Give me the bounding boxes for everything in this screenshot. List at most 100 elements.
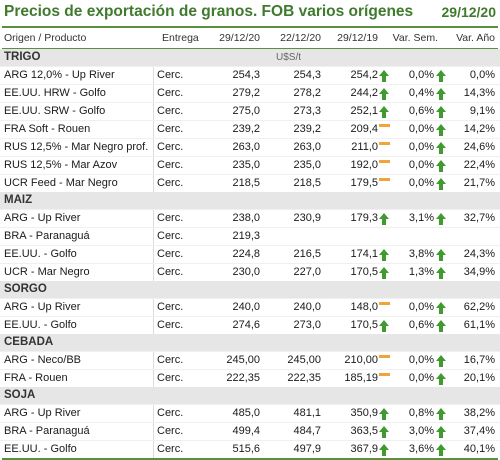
price-prev-year: 179,3 <box>350 212 378 224</box>
section-name: MAIZ <box>4 194 33 206</box>
origin-product: ARG - Up River <box>4 212 81 224</box>
price-prev-week: 484,7 <box>293 425 321 437</box>
price-current: 485,0 <box>232 407 260 419</box>
price-prev-week: 227,0 <box>293 266 321 278</box>
table-row: UCR - Mar Negro Cerc. 230,0 227,0 170,5 1,3% 3… <box>0 263 500 281</box>
price-current: 219,3 <box>232 230 260 242</box>
delivery: Cerc. <box>157 319 184 331</box>
section-header: TRIGO U$S/t <box>0 49 500 66</box>
price-current: 240,0 <box>232 301 260 313</box>
var-week: 3,1% <box>408 212 434 224</box>
unit-label: U$S/t <box>276 52 302 63</box>
var-week: 0,0% <box>408 372 434 384</box>
delivery: Cerc. <box>157 354 184 366</box>
section-header: SORGO <box>0 281 500 298</box>
report-date: 29/12/20 <box>441 4 497 20</box>
table-row: ARG - Up River Cerc. 238,0 230,9 179,3 3,1% 32… <box>0 209 500 227</box>
section-header: SOJA <box>0 387 500 404</box>
section-name: SORGO <box>4 283 47 295</box>
var-week: 0,8% <box>408 407 434 419</box>
price-current: 263,0 <box>232 141 260 153</box>
origin-product: FRA Soft - Rouen <box>4 123 91 135</box>
var-year: 14,2% <box>463 123 495 135</box>
price-current: 245,00 <box>226 354 260 366</box>
price-current: 230,0 <box>232 266 260 278</box>
price-current: 238,0 <box>232 212 260 224</box>
var-week: 0,6% <box>408 319 434 331</box>
var-year: 16,7% <box>463 354 495 366</box>
delivery: Cerc. <box>157 443 184 455</box>
price-prev-year: 170,5 <box>350 266 378 278</box>
price-prev-week: 235,0 <box>293 159 321 171</box>
price-prev-year: 211,0 <box>351 141 378 153</box>
table-body: TRIGO U$S/t ARG 12,0% - Up River Cerc. 254,3… <box>0 49 500 458</box>
origin-product: EE.UU. - Golfo <box>4 319 77 331</box>
table-row: UCR Feed - Mar Negro Cerc. 218,5 218,5 179,5… <box>0 174 500 192</box>
origin-product: BRA - Paranaguá <box>4 425 90 437</box>
var-week: 0,0% <box>408 69 434 81</box>
delivery: Cerc. <box>157 248 184 260</box>
col-price-year: 29/12/19 <box>337 32 378 44</box>
price-prev-week: 497,9 <box>293 443 321 455</box>
price-current: 279,2 <box>232 87 260 99</box>
var-week: 0,4% <box>408 87 434 99</box>
table-row: ARG 12,0% - Up River Cerc. 254,3 254,3 254,2… <box>0 66 500 84</box>
var-year: 32,7% <box>463 212 495 224</box>
table-row: BRA - Paranaguá Cerc. 219,3 <box>0 227 500 245</box>
var-year: 0,0% <box>469 69 495 81</box>
price-prev-week: 263,0 <box>293 141 321 153</box>
price-prev-year: 148,0 <box>350 301 378 313</box>
price-prev-week: 273,3 <box>293 105 321 117</box>
var-week: 3,8% <box>408 248 434 260</box>
price-prev-year: 363,5 <box>350 425 378 437</box>
price-prev-week: 245,00 <box>287 354 321 366</box>
divider <box>2 26 498 28</box>
var-week: 0,0% <box>408 354 434 366</box>
table-row: ARG - Up River Cerc. 240,0 240,0 148,0 0,0% 62… <box>0 298 500 316</box>
delivery: Cerc. <box>157 177 184 189</box>
price-current: 254,3 <box>232 69 260 81</box>
var-year: 62,2% <box>463 301 495 313</box>
section-name: CEBADA <box>4 336 54 348</box>
origin-product: EE.UU. HRW - Golfo <box>4 87 106 99</box>
origin-product: ARG 12,0% - Up River <box>4 69 115 81</box>
delivery: Cerc. <box>157 301 184 313</box>
var-year: 14,3% <box>463 87 495 99</box>
var-year: 24,6% <box>463 141 495 153</box>
var-year: 40,1% <box>463 443 495 455</box>
price-prev-week: 481,1 <box>293 407 321 419</box>
delivery: Cerc. <box>157 141 184 153</box>
price-current: 274,6 <box>232 319 260 331</box>
origin-product: UCR - Mar Negro <box>4 266 90 278</box>
var-year: 20,1% <box>463 372 495 384</box>
var-year: 22,4% <box>463 159 495 171</box>
price-prev-year: 209,4 <box>350 123 378 135</box>
origin-product: RUS 12,5% - Mar Negro prof. <box>4 141 149 153</box>
var-week: 0,6% <box>408 105 434 117</box>
delivery: Cerc. <box>157 212 184 224</box>
price-prev-week: 218,5 <box>293 177 321 189</box>
price-prev-year: 185,19 <box>344 372 378 384</box>
price-prev-week: 273,0 <box>293 319 321 331</box>
delivery: Cerc. <box>157 105 184 117</box>
table-row: ARG - Up River Cerc. 485,0 481,1 350,9 0,8% 38… <box>0 404 500 422</box>
var-week: 1,3% <box>408 266 434 278</box>
origin-product: ARG - Up River <box>4 407 81 419</box>
var-year: 37,4% <box>463 425 495 437</box>
col-delivery: Entrega <box>162 32 199 44</box>
table-row: EE.UU. - Golfo Cerc. 515,6 497,9 367,9 3,6% 40… <box>0 440 500 458</box>
var-year: 61,1% <box>463 319 495 331</box>
price-prev-year: 252,1 <box>350 105 378 117</box>
price-prev-year: 350,9 <box>350 407 378 419</box>
var-year: 9,1% <box>469 105 495 117</box>
var-year: 21,7% <box>463 177 495 189</box>
delivery: Cerc. <box>157 69 184 81</box>
price-prev-year: 210,00 <box>344 354 378 366</box>
table-row: EE.UU. - Golfo Cerc. 274,6 273,0 170,5 0,6% 61… <box>0 316 500 334</box>
table-row: EE.UU. - Golfo Cerc. 224,8 216,5 174,1 3,8% 24… <box>0 245 500 263</box>
price-prev-week: 254,3 <box>293 69 321 81</box>
var-year: 24,3% <box>463 248 495 260</box>
price-prev-year: 174,1 <box>350 248 378 260</box>
var-week: 3,0% <box>408 425 434 437</box>
